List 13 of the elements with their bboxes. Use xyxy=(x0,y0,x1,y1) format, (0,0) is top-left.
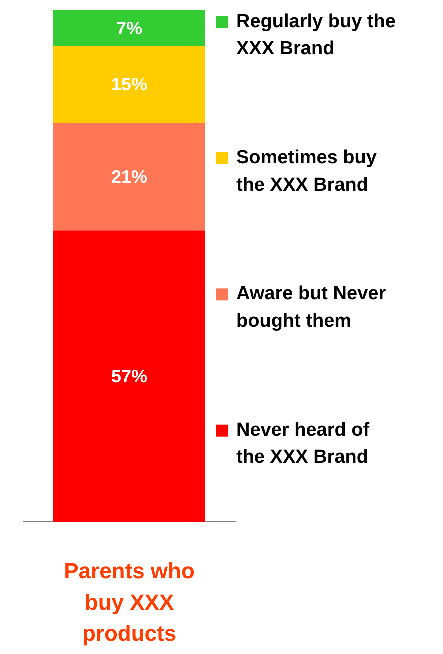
data-label: 57% xyxy=(111,366,148,387)
legend-label: Sometimes buy the XXX Brand xyxy=(236,147,378,196)
bar xyxy=(54,123,206,231)
legend-label: Regularly buy the XXX Brand xyxy=(236,11,396,60)
bar xyxy=(54,230,206,522)
bar xyxy=(54,10,206,46)
data-label: 7% xyxy=(116,18,143,38)
bar xyxy=(54,46,206,124)
legend-label: Never heard of the XXX Brand xyxy=(236,420,370,468)
data-label: 15% xyxy=(111,74,148,95)
data-label: 21% xyxy=(111,166,148,187)
x-tick-label: Parents who buy XXX products xyxy=(64,558,195,646)
legend-label: Aware but Never bought them xyxy=(236,284,387,332)
